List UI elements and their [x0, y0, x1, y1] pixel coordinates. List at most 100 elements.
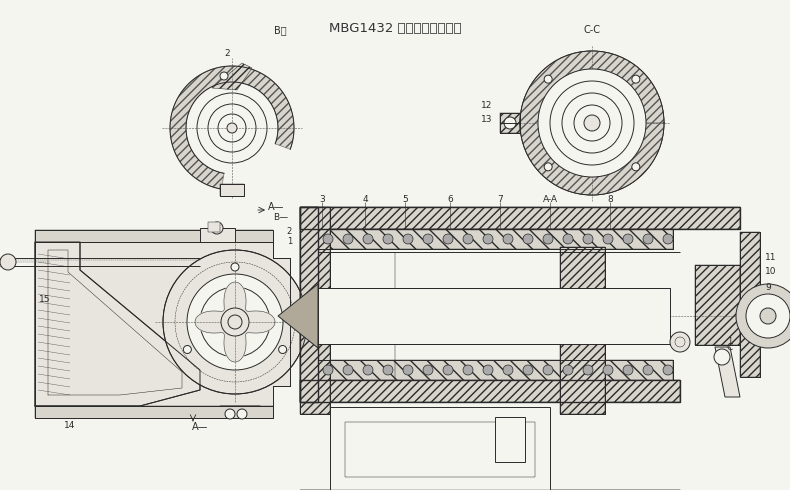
Circle shape — [483, 234, 493, 244]
Circle shape — [423, 365, 433, 375]
Circle shape — [675, 337, 685, 347]
Bar — [220, 184, 244, 196]
Text: 2: 2 — [287, 227, 292, 237]
Circle shape — [363, 365, 373, 375]
Circle shape — [623, 234, 633, 244]
Bar — [35, 406, 273, 418]
Circle shape — [443, 365, 453, 375]
Circle shape — [208, 104, 256, 152]
Circle shape — [543, 365, 553, 375]
Circle shape — [520, 51, 664, 195]
Circle shape — [643, 234, 653, 244]
Circle shape — [403, 234, 413, 244]
Polygon shape — [170, 66, 294, 189]
Circle shape — [760, 308, 776, 324]
Bar — [330, 407, 550, 490]
Polygon shape — [278, 284, 318, 348]
Bar — [35, 406, 273, 418]
Bar — [35, 406, 273, 418]
Bar — [300, 380, 680, 402]
Text: C-C: C-C — [584, 25, 600, 35]
Text: A—: A— — [192, 422, 209, 432]
Bar — [200, 228, 235, 242]
Circle shape — [543, 234, 553, 244]
Circle shape — [225, 409, 235, 419]
Bar — [345, 422, 535, 477]
Circle shape — [504, 117, 516, 129]
Circle shape — [583, 365, 593, 375]
Circle shape — [538, 69, 646, 177]
Polygon shape — [170, 66, 294, 189]
Circle shape — [423, 234, 433, 244]
Circle shape — [323, 234, 333, 244]
Circle shape — [231, 263, 239, 271]
Bar — [300, 207, 740, 229]
Bar — [300, 380, 680, 402]
Text: A—: A— — [268, 202, 284, 212]
Circle shape — [563, 365, 573, 375]
Bar — [300, 207, 330, 414]
Circle shape — [183, 345, 191, 353]
Text: 4: 4 — [362, 195, 368, 203]
Circle shape — [530, 61, 654, 185]
Circle shape — [221, 308, 249, 336]
Circle shape — [632, 75, 640, 83]
Polygon shape — [220, 406, 265, 418]
Circle shape — [383, 234, 393, 244]
Circle shape — [218, 114, 246, 142]
Text: 10: 10 — [765, 268, 777, 276]
Text: 13: 13 — [480, 115, 492, 123]
Circle shape — [603, 365, 613, 375]
Text: C: C — [727, 343, 733, 351]
Circle shape — [523, 234, 533, 244]
Bar — [695, 265, 740, 345]
Text: MBG1432 万能外圆磨床尾架: MBG1432 万能外圆磨床尾架 — [329, 22, 461, 34]
Circle shape — [343, 234, 353, 244]
Circle shape — [187, 274, 283, 370]
Bar — [500, 113, 520, 133]
Circle shape — [523, 365, 533, 375]
Circle shape — [211, 222, 223, 234]
Circle shape — [583, 234, 593, 244]
Text: 12: 12 — [480, 100, 492, 109]
Circle shape — [463, 234, 473, 244]
Bar — [495, 417, 525, 462]
Bar — [740, 232, 760, 377]
Circle shape — [228, 315, 242, 329]
Polygon shape — [715, 347, 740, 397]
Polygon shape — [195, 282, 275, 362]
Bar — [695, 265, 740, 345]
Bar — [35, 230, 273, 242]
Polygon shape — [35, 242, 290, 406]
Bar — [208, 222, 220, 232]
Circle shape — [563, 234, 573, 244]
Bar — [740, 232, 760, 377]
Bar — [560, 247, 605, 414]
Circle shape — [632, 163, 640, 171]
Text: 7: 7 — [497, 195, 503, 203]
Text: 8: 8 — [608, 195, 613, 203]
Bar — [300, 207, 330, 414]
Text: 1: 1 — [728, 338, 732, 346]
Circle shape — [503, 234, 513, 244]
Bar — [500, 113, 520, 133]
Circle shape — [623, 365, 633, 375]
Bar — [740, 232, 760, 377]
Circle shape — [670, 332, 690, 352]
Circle shape — [323, 365, 333, 375]
Circle shape — [227, 123, 237, 133]
Bar — [695, 265, 740, 345]
Circle shape — [663, 365, 673, 375]
Bar — [318, 229, 673, 249]
Bar — [300, 207, 740, 229]
Text: 11: 11 — [765, 252, 777, 262]
Text: 14: 14 — [64, 421, 76, 431]
Bar — [318, 288, 670, 344]
Circle shape — [343, 365, 353, 375]
Polygon shape — [212, 63, 252, 90]
Polygon shape — [520, 51, 664, 195]
Circle shape — [237, 409, 247, 419]
Circle shape — [714, 349, 730, 365]
Circle shape — [383, 365, 393, 375]
Bar — [318, 229, 673, 249]
